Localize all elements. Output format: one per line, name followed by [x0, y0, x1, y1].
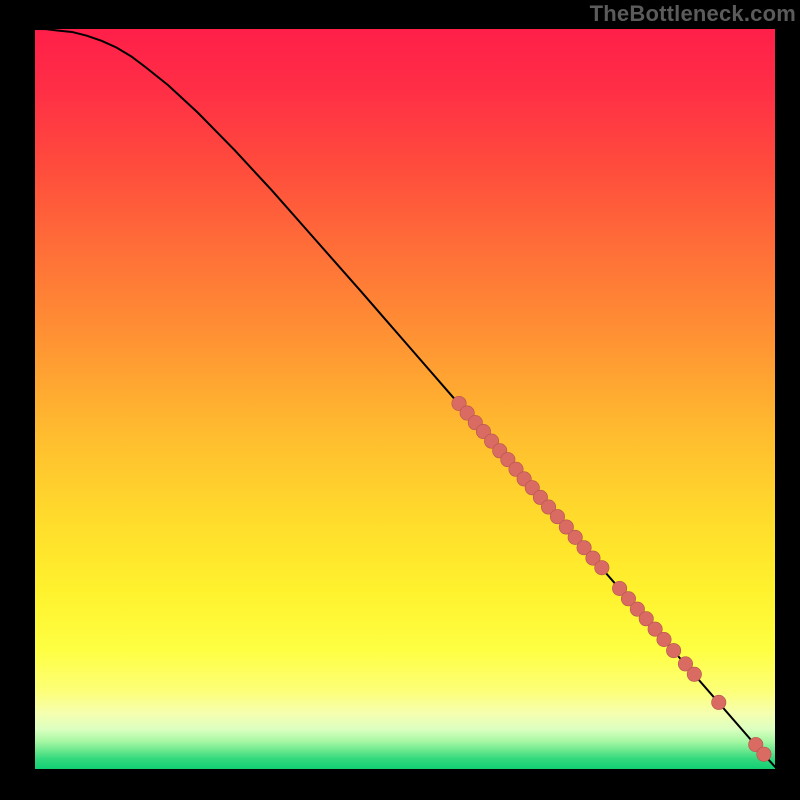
data-marker	[687, 667, 701, 681]
data-marker	[666, 643, 680, 657]
data-marker	[595, 561, 609, 575]
chart-stage: TheBottleneck.com	[0, 0, 800, 800]
data-marker	[712, 695, 726, 709]
data-marker	[657, 632, 671, 646]
bottleneck-chart-svg	[0, 0, 800, 800]
plot-area	[35, 29, 775, 769]
watermark-text: TheBottleneck.com	[590, 0, 796, 28]
data-marker	[757, 747, 771, 761]
